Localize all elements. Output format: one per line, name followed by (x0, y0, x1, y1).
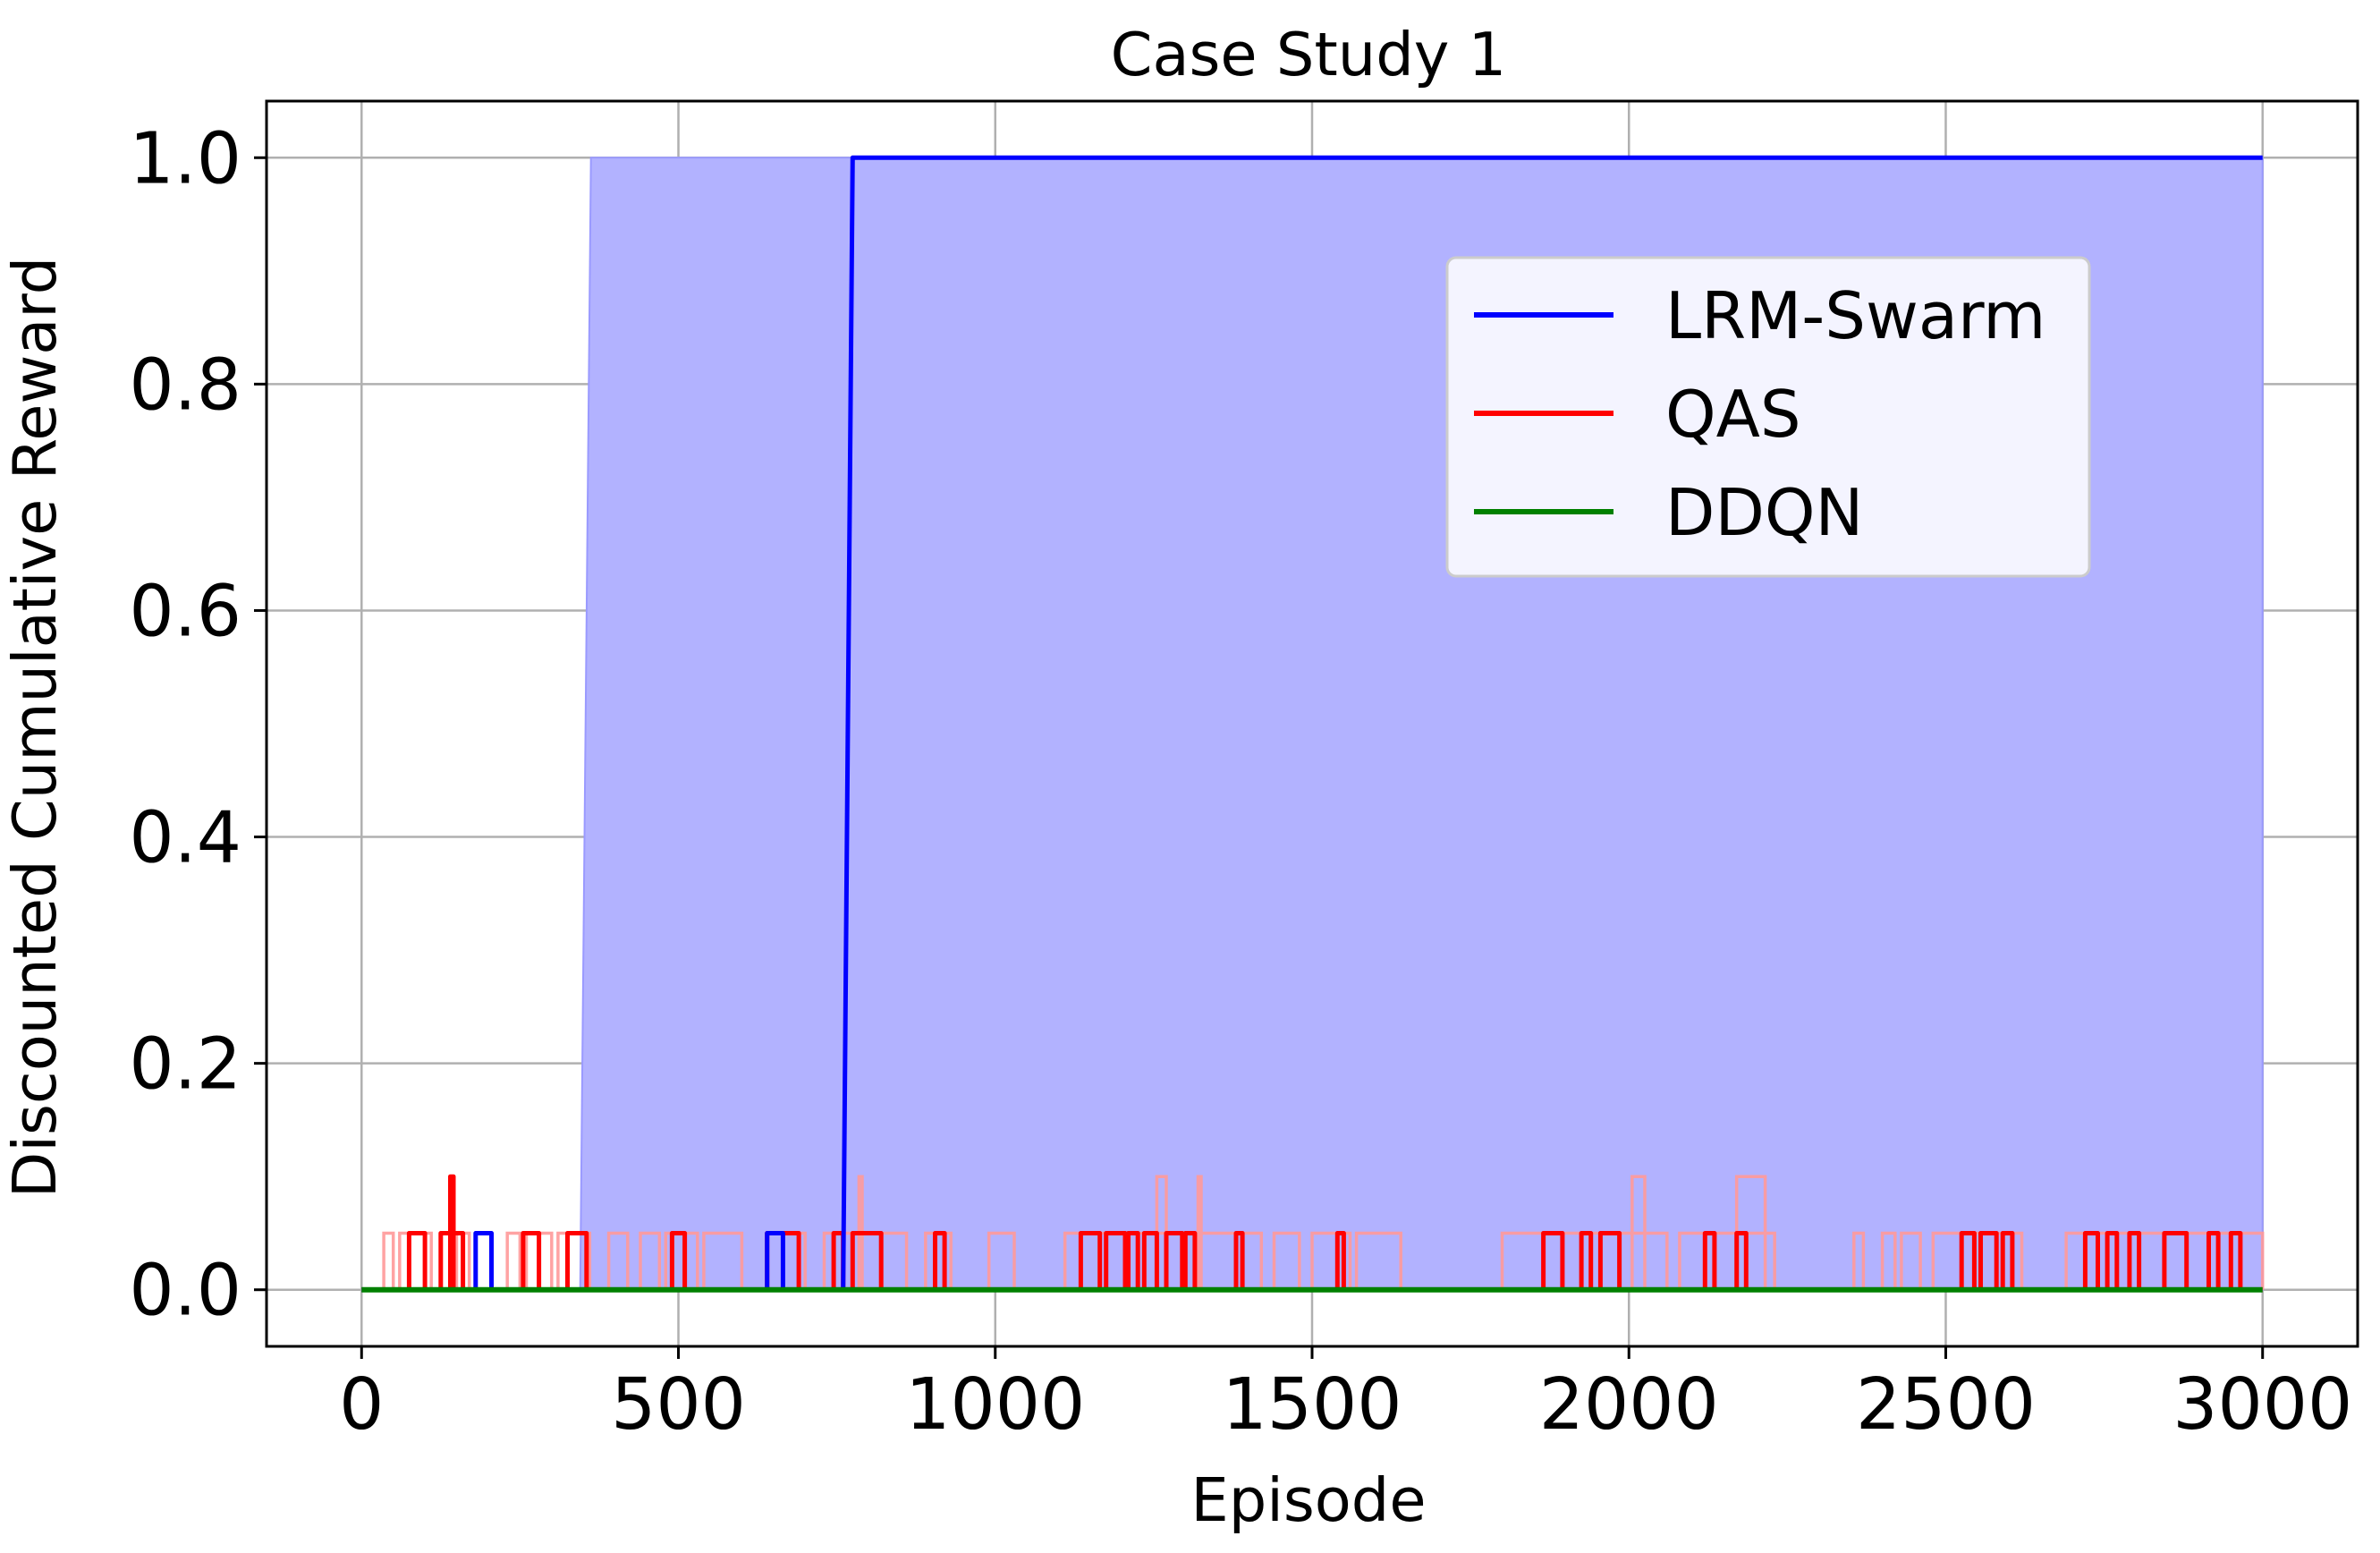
legend-box (1445, 256, 2091, 578)
y-tick-label: 1.0 (129, 117, 241, 199)
tick-labels: 0 500 1000 1500 2000 2500 3000 0.0 0.2 0.4 0.6 0.8 1… (129, 117, 2352, 1446)
x-tick-label: 3000 (2172, 1363, 2352, 1446)
y-tick-label: 0.8 (129, 344, 241, 426)
y-tick-label: 0.0 (129, 1250, 241, 1332)
lrm-swarm-line (361, 155, 2263, 1293)
y-tick-label: 0.6 (129, 570, 241, 652)
y-axis-title: Discounted Cumulative Reward (0, 257, 70, 1198)
y-tick-label: 0.4 (129, 797, 241, 879)
x-tick-label: 2500 (1856, 1363, 2036, 1446)
x-tick-label: 500 (611, 1363, 746, 1446)
x-tick-label: 1500 (1222, 1363, 1402, 1446)
x-tick-label: 1000 (905, 1363, 1085, 1446)
legend-label: DDQN (1665, 475, 1863, 550)
series-lines (361, 155, 2263, 1293)
x-tick-label: 2000 (1539, 1363, 1719, 1446)
chart-title: Case Study 1 (1111, 20, 1507, 89)
y-tick-label: 0.2 (129, 1023, 241, 1106)
legend: LRM-Swarm QAS DDQN (1445, 256, 2091, 578)
legend-label: QAS (1665, 377, 1801, 452)
x-axis-title: Episode (1190, 1465, 1426, 1535)
x-tick-label: 0 (339, 1363, 384, 1446)
legend-label: LRM-Swarm (1665, 278, 2045, 353)
